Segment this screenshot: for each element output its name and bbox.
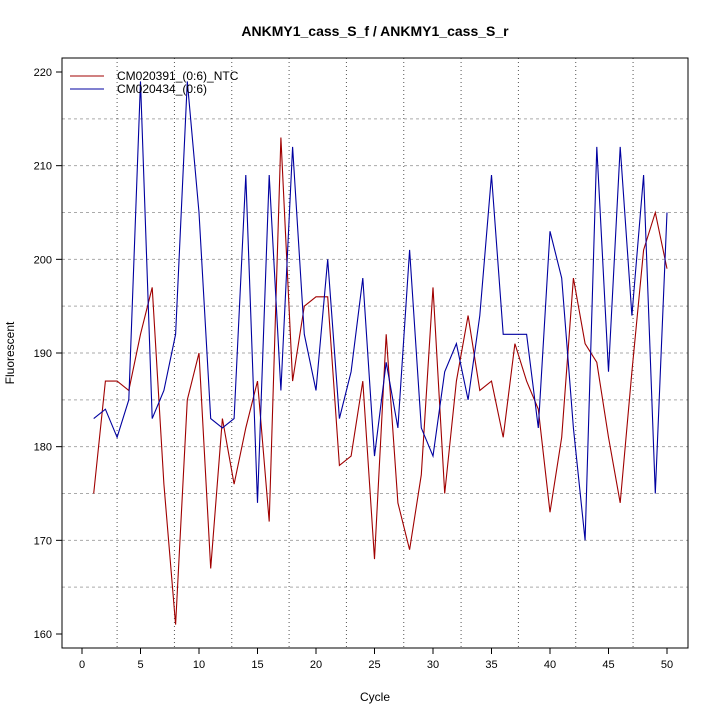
y-tick-label: 220 <box>34 67 52 79</box>
y-tick-label: 160 <box>34 629 52 641</box>
x-axis-label: Cycle <box>360 690 390 704</box>
x-tick-label: 10 <box>193 659 205 671</box>
series-line-0 <box>94 138 667 625</box>
x-tick-label: 25 <box>368 659 380 671</box>
x-axis: 0 5 10 15 20 25 30 35 40 45 50 <box>79 648 673 671</box>
y-tick-label: 200 <box>34 254 52 266</box>
x-tick-label: 40 <box>544 659 556 671</box>
x-tick-label: 45 <box>602 659 614 671</box>
y-axis-label: Fluorescent <box>3 321 17 384</box>
legend: CM020391_(0:6)_NTC CM020434_(0:6) <box>70 69 239 96</box>
x-tick-label: 50 <box>661 659 673 671</box>
legend-label-ntc: CM020391_(0:6)_NTC <box>117 69 239 83</box>
x-tick-label: 20 <box>310 659 322 671</box>
x-tick-label: 35 <box>485 659 497 671</box>
y-tick-label: 180 <box>34 442 52 454</box>
y-axis: 160 170 180 190 200 210 220 <box>34 67 62 641</box>
y-tick-label: 190 <box>34 348 52 360</box>
y-tick-label: 210 <box>34 161 52 173</box>
chart-title: ANKMY1_cass_S_f / ANKMY1_cass_S_r <box>241 23 509 39</box>
series-line-1 <box>94 81 667 540</box>
x-tick-label: 0 <box>79 659 85 671</box>
x-tick-label: 30 <box>427 659 439 671</box>
y-tick-label: 170 <box>34 535 52 547</box>
legend-label-sample: CM020434_(0:6) <box>117 82 207 96</box>
x-tick-label: 5 <box>137 659 143 671</box>
x-tick-label: 15 <box>251 659 263 671</box>
